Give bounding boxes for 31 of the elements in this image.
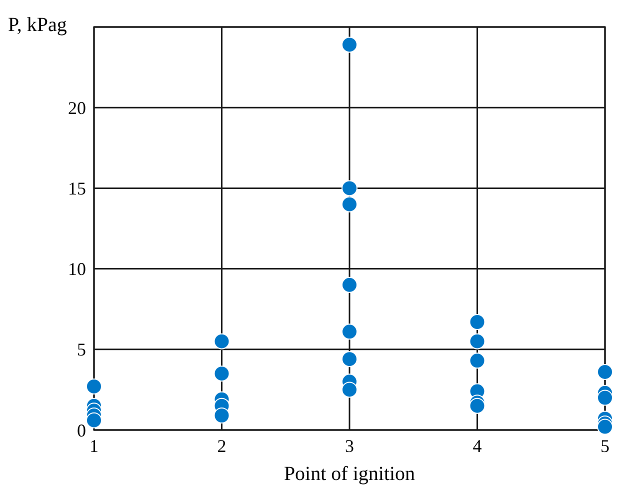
point xyxy=(597,418,613,435)
point xyxy=(214,366,230,382)
point xyxy=(86,412,102,428)
point xyxy=(469,352,486,369)
point xyxy=(342,180,358,196)
x-tick-label: 1 xyxy=(90,436,98,456)
point xyxy=(469,333,486,350)
y-axis-title: P, kPag xyxy=(8,14,67,36)
x-axis-title: Point of ignition xyxy=(284,463,416,485)
point xyxy=(342,276,358,293)
x-tick-label: 5 xyxy=(600,436,610,456)
point xyxy=(597,390,613,406)
point xyxy=(86,378,102,394)
x-tick-label: 3 xyxy=(345,436,354,456)
point xyxy=(342,351,358,368)
point xyxy=(214,407,230,424)
point xyxy=(469,398,486,414)
x-tick-label: 2 xyxy=(217,436,226,456)
y-tick-label: 0 xyxy=(77,420,86,440)
point xyxy=(342,382,358,398)
y-tick-label: 10 xyxy=(68,259,86,280)
y-tick-label: 5 xyxy=(77,340,86,360)
point xyxy=(597,364,613,380)
point xyxy=(342,36,358,53)
point xyxy=(469,314,486,330)
point xyxy=(342,196,358,212)
point xyxy=(214,333,230,350)
y-tick-label: 20 xyxy=(68,98,86,118)
y-tick-label: 15 xyxy=(68,178,86,198)
point xyxy=(342,324,358,340)
x-tick-label: 4 xyxy=(472,436,482,456)
